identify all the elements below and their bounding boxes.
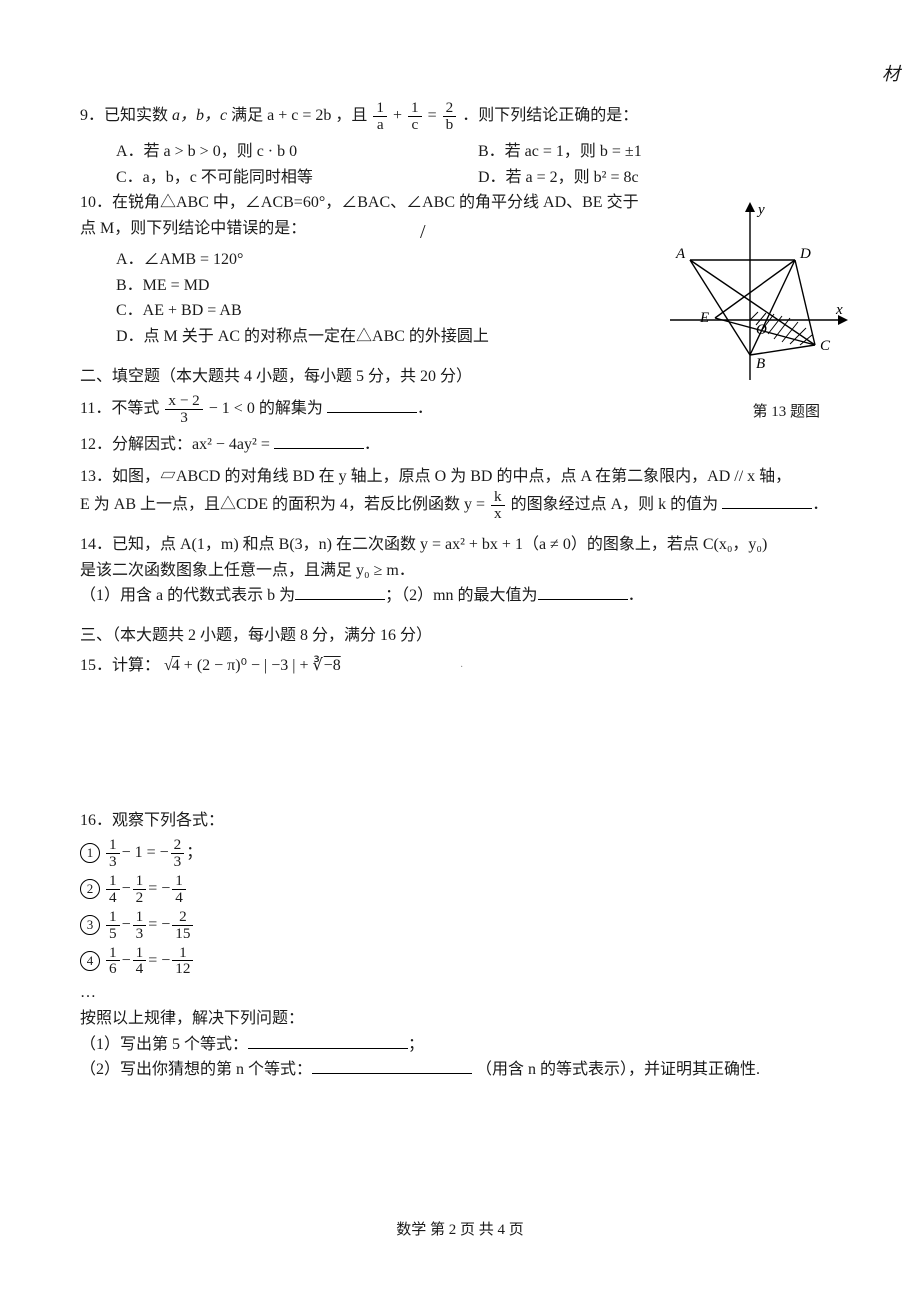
q16-eq3: 3 15 − 13 = − 215 bbox=[80, 909, 840, 942]
q9-optC: C．a，b，c 不可能同时相等 bbox=[116, 165, 478, 191]
q12-text: 12．分解因式：ax² − 4ay² = bbox=[80, 436, 274, 453]
q16-equations: 1 13 − 1 = − 23 ； 2 14 − 12 = − 14 3 15 … bbox=[80, 837, 840, 978]
q15-mid: + (2 − π)⁰ − | −3 | + bbox=[184, 657, 313, 674]
q13-line2: E 为 AB 上一点，且△CDE 的面积为 4，若反比例函数 y = kx 的图… bbox=[80, 489, 840, 522]
q14-blank-1 bbox=[295, 583, 385, 600]
q16-p1: （1）写出第 5 个等式：； bbox=[80, 1032, 840, 1058]
question-16: 16．观察下列各式： 1 13 − 1 = − 23 ； 2 14 − 12 =… bbox=[80, 808, 840, 1083]
q9-stem-2: 满足 a + c = 2b ，且 bbox=[227, 107, 371, 124]
svg-text:D: D bbox=[799, 246, 811, 262]
q9-options: A．若 a > b > 0，则 c · b 0 B．若 ac = 1，则 b =… bbox=[116, 139, 840, 190]
q15-neg8: −8 bbox=[323, 657, 341, 674]
q13-figure: y x A D B C E O bbox=[650, 200, 850, 390]
question-12: 12．分解因式：ax² − 4ay² = ． bbox=[80, 432, 840, 458]
section-3-heading: 三、（本大题共 2 小题，每小题 8 分，满分 16 分） bbox=[80, 623, 840, 649]
q16-eq2: 2 14 − 12 = − 14 bbox=[80, 873, 840, 906]
question-9: 9．已知实数 a，b，c 满足 a + c = 2b ，且 1a + 1c = … bbox=[80, 100, 840, 133]
svg-text:C: C bbox=[820, 338, 831, 354]
page-footer: 数学 第 2 页 共 4 页 bbox=[80, 1218, 840, 1242]
corner-annotation: 材 bbox=[882, 60, 900, 89]
q9-vars: a，b，c bbox=[172, 107, 227, 124]
q9-optA: A．若 a > b > 0，则 c · b 0 bbox=[116, 139, 478, 165]
svg-text:B: B bbox=[756, 356, 765, 372]
q11-blank bbox=[327, 396, 417, 413]
q12-blank bbox=[274, 432, 364, 449]
q9-eq: = bbox=[428, 107, 441, 124]
q11-frac: x − 23 bbox=[165, 393, 202, 426]
q10-stem: 10．在锐角△ABC 中，∠ACB=60°，∠BAC、∠ABC 的角平分线 AD… bbox=[80, 194, 639, 237]
q16-eq4: 4 16 − 14 = − 112 bbox=[80, 945, 840, 978]
q9-frac1: 1a bbox=[373, 100, 387, 133]
svg-text:x: x bbox=[835, 302, 843, 318]
q16-follow: 按照以上规律，解决下列问题： bbox=[80, 1006, 840, 1032]
page-container: 材 9．已知实数 a，b，c 满足 a + c = 2b ，且 1a + 1c … bbox=[0, 0, 920, 1302]
svg-text:y: y bbox=[756, 202, 765, 218]
question-13: 13．如图，▱ABCD 的对角线 BD 在 y 轴上，原点 O 为 BD 的中点… bbox=[80, 464, 840, 523]
q13-figure-caption: 第 13 题图 bbox=[752, 400, 820, 424]
q13-line1: 13．如图，▱ABCD 的对角线 BD 在 y 轴上，原点 O 为 BD 的中点… bbox=[80, 464, 840, 490]
q15-pre: 15．计算： bbox=[80, 657, 160, 674]
q9-frac2: 1c bbox=[408, 100, 422, 133]
q11-post: − 1 < 0 的解集为 bbox=[209, 400, 323, 417]
question-10: 10．在锐角△ABC 中，∠ACB=60°，∠BAC、∠ABC 的角平分线 AD… bbox=[80, 190, 640, 241]
q9-optB: B．若 ac = 1，则 b = ±1 bbox=[478, 139, 840, 165]
question-11: 11．不等式 x − 23 − 1 < 0 的解集为 ． bbox=[80, 393, 840, 426]
question-14: 14．已知，点 A(1，m) 和点 B(3，n) 在二次函数 y = ax² +… bbox=[80, 532, 840, 609]
q16-p2: （2）写出你猜想的第 n 个等式： （用含 n 的等式表示），并证明其正确性. bbox=[80, 1057, 840, 1083]
q13-figure-svg: y x A D B C E O bbox=[650, 200, 850, 390]
q10-stray-slash: / bbox=[420, 216, 426, 248]
q16-head: 16．观察下列各式： bbox=[80, 808, 840, 834]
eq-num-2: 2 bbox=[80, 879, 100, 899]
q15-cbrt: ∛ bbox=[312, 657, 322, 674]
svg-text:E: E bbox=[699, 310, 709, 326]
eq-num-1: 1 bbox=[80, 843, 100, 863]
q11-pre: 11．不等式 bbox=[80, 400, 163, 417]
q9-stem-1: 9．已知实数 bbox=[80, 107, 172, 124]
q9-optD: D．若 a = 2，则 b² = 8c bbox=[478, 165, 840, 191]
q13-blank bbox=[722, 492, 812, 509]
q14-blank-2 bbox=[538, 583, 628, 600]
q16-blank-1 bbox=[248, 1032, 408, 1049]
q9-stem-3: ．则下列结论正确的是： bbox=[462, 107, 638, 124]
q15-root4: 4 bbox=[171, 657, 180, 674]
q14-parts: （1）用含 a 的代数式表示 b 为；（2）mn 的最大值为． bbox=[80, 583, 840, 609]
svg-text:O: O bbox=[756, 322, 767, 338]
q13-frac: kx bbox=[491, 489, 505, 522]
eq-num-3: 3 bbox=[80, 915, 100, 935]
svg-text:A: A bbox=[675, 246, 686, 262]
q14-line2: 是该二次函数图象上任意一点，且满足 y₀ ≥ m． bbox=[80, 558, 840, 584]
center-mark: · bbox=[460, 660, 463, 676]
q14-line1: 14．已知，点 A(1，m) 和点 B(3，n) 在二次函数 y = ax² +… bbox=[80, 532, 840, 558]
q16-blank-2 bbox=[312, 1057, 472, 1074]
q9-plus: + bbox=[393, 107, 406, 124]
eq-num-4: 4 bbox=[80, 951, 100, 971]
q9-frac3: 2b bbox=[443, 100, 457, 133]
q16-dots: … bbox=[80, 980, 840, 1006]
q16-eq1: 1 13 − 1 = − 23 ； bbox=[80, 837, 840, 870]
